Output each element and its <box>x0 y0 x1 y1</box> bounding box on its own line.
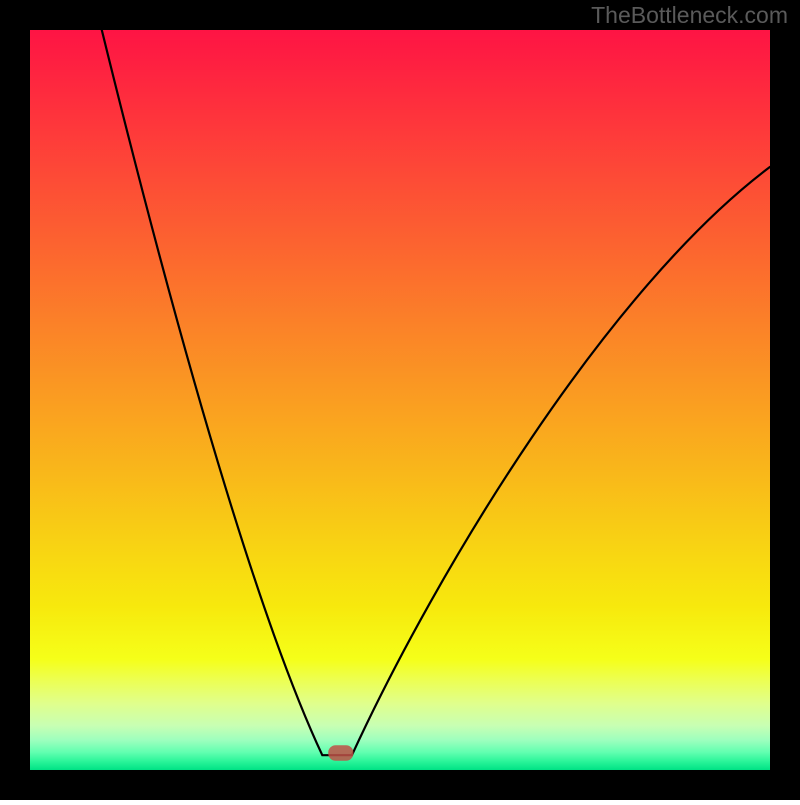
chart-container: TheBottleneck.com <box>0 0 800 800</box>
optimal-point-marker <box>328 745 353 761</box>
watermark-text: TheBottleneck.com <box>591 2 788 29</box>
bottleneck-chart <box>0 0 800 800</box>
